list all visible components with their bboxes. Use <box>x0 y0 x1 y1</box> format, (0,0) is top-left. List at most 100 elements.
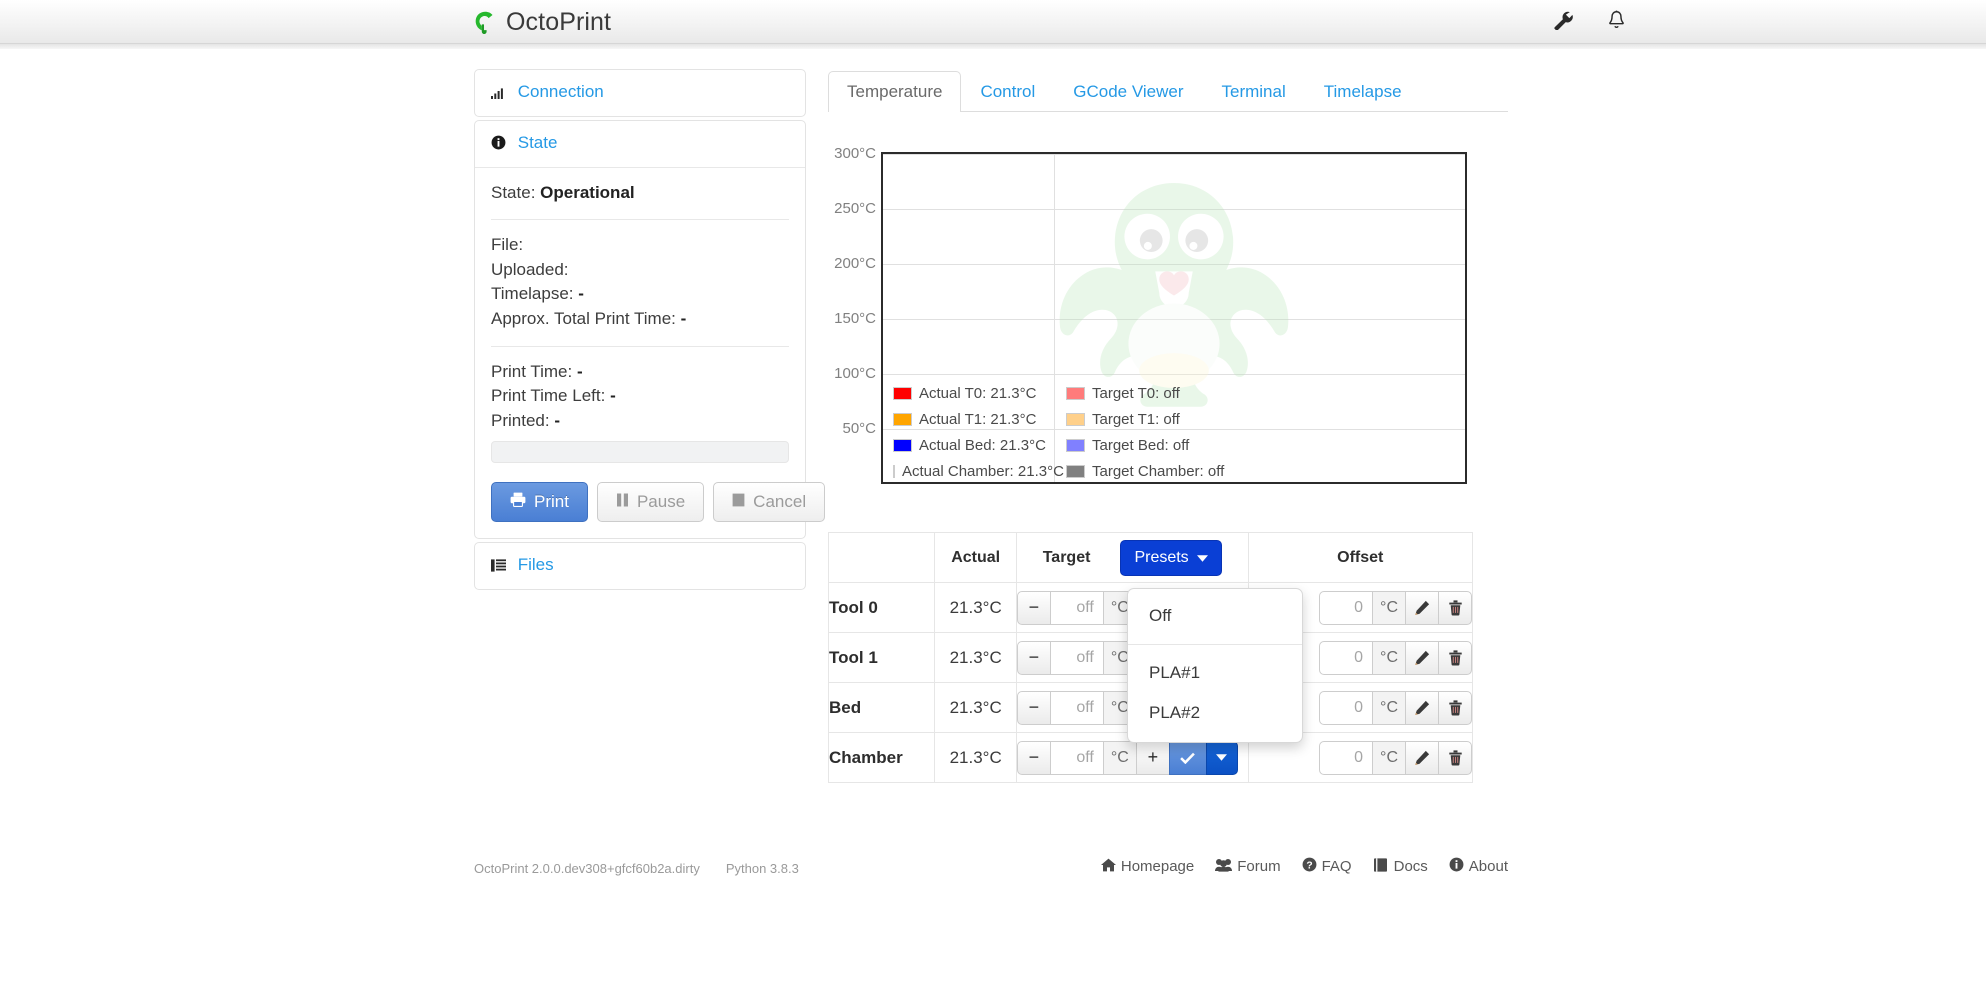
target-decrement-button[interactable]: − <box>1016 640 1051 675</box>
print-time-left-label: Print Time Left: <box>491 386 606 406</box>
y-tick-300: 300°C <box>834 145 876 162</box>
printed-label: Printed: <box>491 410 550 430</box>
target-input[interactable]: off <box>1049 740 1104 775</box>
footer-link-about[interactable]: About <box>1449 857 1508 876</box>
users-icon <box>1215 858 1233 876</box>
pause-button[interactable]: Pause <box>596 482 705 523</box>
footer-link-label: Forum <box>1237 858 1281 875</box>
trash-icon[interactable] <box>1438 640 1472 675</box>
trash-icon[interactable] <box>1438 590 1472 625</box>
offset-input-group: 0 °C <box>1319 740 1472 775</box>
top-navbar: OctoPrint <box>0 0 1986 44</box>
temperature-chart: 300°C 250°C 200°C 150°C 100°C 50°C <box>828 134 1493 494</box>
legend-label: Target Bed: off <box>1092 437 1190 454</box>
approx-value: - <box>680 308 687 328</box>
info-icon <box>1449 857 1464 876</box>
target-dropdown-toggle[interactable] <box>1205 740 1238 775</box>
presets-button[interactable]: Presets <box>1120 539 1222 576</box>
target-decrement-button[interactable]: − <box>1016 590 1051 625</box>
tab-gcode-viewer[interactable]: GCode Viewer <box>1073 82 1184 102</box>
panel-files-title[interactable]: Files <box>517 555 554 575</box>
target-decrement-button[interactable]: − <box>1016 740 1051 775</box>
target-increment-button[interactable]: + <box>1135 740 1170 775</box>
footer-link-docs[interactable]: Docs <box>1373 857 1428 876</box>
info-icon <box>491 135 506 155</box>
target-input[interactable]: off <box>1049 690 1104 725</box>
tab-terminal[interactable]: Terminal <box>1221 82 1286 102</box>
pencil-icon[interactable] <box>1405 590 1439 625</box>
brand-logo-link[interactable]: OctoPrint <box>474 5 611 39</box>
panel-connection-header[interactable]: Connection <box>475 70 805 116</box>
footer-links: Homepage Forum ? FAQ Docs <box>828 857 1508 876</box>
octoprint-version: OctoPrint 2.0.0.dev308+gfcf60b2a.dirty <box>474 861 700 876</box>
target-decrement-button[interactable]: − <box>1016 690 1051 725</box>
panel-state-title[interactable]: State <box>517 133 558 152</box>
legend-label: Actual Chamber: 21.3°C <box>902 463 1064 480</box>
panel-state-body: State: Operational File: Uploaded: Timel… <box>475 167 826 538</box>
presets-menu-item-off[interactable]: Off <box>1149 606 1172 625</box>
panel-connection-title[interactable]: Connection <box>517 82 604 101</box>
navbar-shadow <box>0 44 1986 49</box>
trash-icon[interactable] <box>1438 690 1472 725</box>
printed-value: - <box>554 410 560 430</box>
bell-icon[interactable] <box>1607 10 1626 30</box>
temperature-table-wrap: Actual Target Presets <box>827 532 1508 783</box>
legend-item-target-t1: Target T1: off <box>1066 411 1224 428</box>
chart-y-axis: 300°C 250°C 200°C 150°C 100°C 50°C <box>828 134 876 479</box>
print-controls: Print Pause <box>491 482 826 523</box>
cancel-button[interactable]: Cancel <box>713 482 826 523</box>
uploaded-label: Uploaded: <box>491 259 569 279</box>
chart-plot-area[interactable]: Actual T0: 21.3°C Target T0: off Actual … <box>881 152 1467 484</box>
footer-version-info: OctoPrint 2.0.0.dev308+gfcf60b2a.dirty P… <box>474 861 799 876</box>
legend-swatch <box>893 413 912 426</box>
print-time-value: - <box>576 361 583 381</box>
offset-input[interactable]: 0 <box>1319 590 1374 625</box>
sidebar: Connection State State: Operational <box>474 69 826 593</box>
footer-link-forum[interactable]: Forum <box>1215 857 1281 876</box>
timelapse-row: Timelapse: - <box>491 282 789 307</box>
pencil-icon[interactable] <box>1405 640 1439 675</box>
target-confirm-button[interactable] <box>1168 740 1207 775</box>
tab-control[interactable]: Control <box>980 82 1036 102</box>
page-body: Connection State State: Operational <box>0 49 1986 1001</box>
pencil-icon[interactable] <box>1405 690 1439 725</box>
file-label: File: <box>491 234 524 254</box>
footer-link-label: Homepage <box>1120 858 1195 875</box>
target-input[interactable]: off <box>1049 590 1104 625</box>
legend-label: Actual Bed: 21.3°C <box>919 437 1046 454</box>
tab-timelapse[interactable]: Timelapse <box>1323 82 1402 102</box>
brand-title: OctoPrint <box>506 7 612 36</box>
presets-menu-item-pla1[interactable]: PLA#1 <box>1149 663 1201 682</box>
gridline <box>883 319 1465 320</box>
y-tick-200: 200°C <box>834 255 876 272</box>
target-input[interactable]: off <box>1049 640 1104 675</box>
offset-unit: °C <box>1372 640 1406 675</box>
offset-input[interactable]: 0 <box>1319 690 1374 725</box>
legend-swatch <box>893 465 895 478</box>
navbar-actions <box>1554 10 1626 30</box>
cancel-button-label: Cancel <box>753 492 807 512</box>
legend-label: Actual T0: 21.3°C <box>919 385 1037 402</box>
offset-input[interactable]: 0 <box>1319 640 1374 675</box>
header-target-label: Target <box>1042 548 1091 566</box>
panel-files-header[interactable]: Files <box>475 543 805 589</box>
legend-swatch <box>1066 413 1085 426</box>
tab-temperature[interactable]: Temperature <box>828 71 962 112</box>
footer-link-faq[interactable]: ? FAQ <box>1302 857 1352 876</box>
wrench-icon[interactable] <box>1554 11 1573 30</box>
offset-input[interactable]: 0 <box>1319 740 1374 775</box>
legend-item-target-chamber: Target Chamber: off <box>1066 463 1224 480</box>
gridline <box>883 429 1465 430</box>
footer-link-homepage[interactable]: Homepage <box>1100 857 1195 876</box>
legend-swatch <box>893 439 912 452</box>
panel-state-header[interactable]: State <box>475 121 805 167</box>
legend-item-actual-t1: Actual T1: 21.3°C <box>893 411 1056 428</box>
print-button[interactable]: Print <box>491 482 588 523</box>
timelapse-label: Timelapse: <box>491 284 574 304</box>
trash-icon[interactable] <box>1438 740 1472 775</box>
pencil-icon[interactable] <box>1405 740 1439 775</box>
panel-files: Files <box>474 542 806 591</box>
stop-icon <box>732 492 745 512</box>
print-time-label: Print Time: <box>491 361 573 381</box>
presets-menu-item-pla2[interactable]: PLA#2 <box>1149 703 1201 722</box>
